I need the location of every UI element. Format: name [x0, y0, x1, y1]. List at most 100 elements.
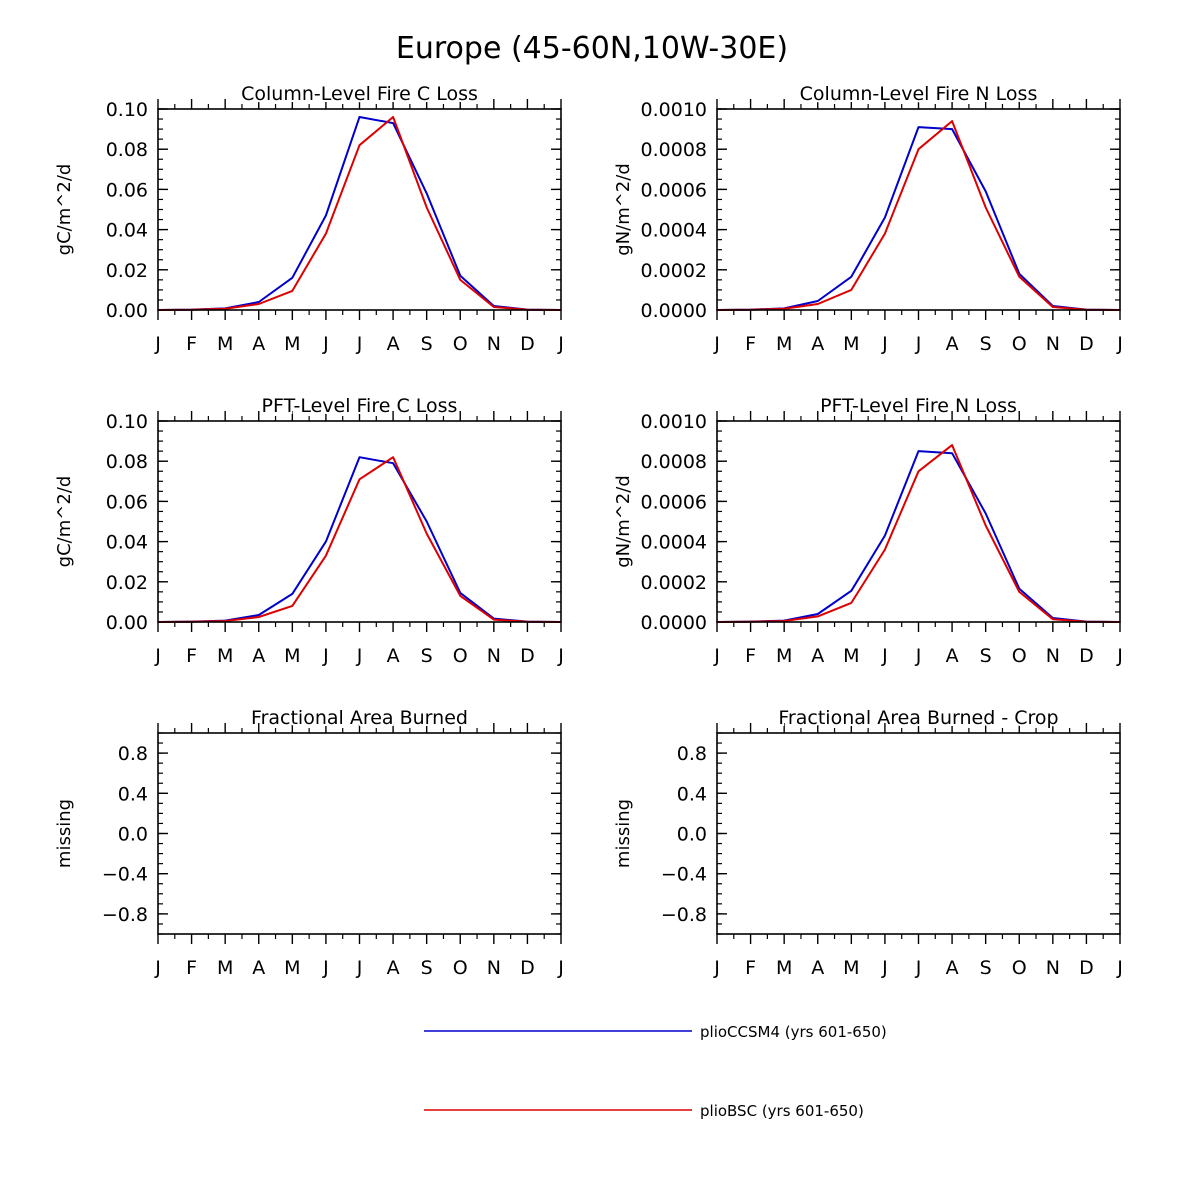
series-line: [157, 116, 562, 311]
x-tick-label: M: [217, 333, 233, 355]
x-tick-label: J: [713, 333, 720, 355]
x-tick-label: J: [1116, 333, 1123, 355]
x-tick-label: N: [487, 333, 501, 355]
y-tick-label: −0.8: [102, 904, 148, 926]
x-tick-label: J: [713, 957, 720, 979]
x-tick-label: M: [284, 645, 300, 667]
legend-label: plioCCSM4 (yrs 601-650): [700, 1023, 887, 1041]
x-tick-label: J: [557, 957, 564, 979]
x-tick-label: F: [186, 333, 197, 355]
y-tick-label: 0.00: [106, 612, 148, 634]
y-tick-label: 0.0002: [641, 260, 707, 282]
panel-title: Fractional Area Burned - Crop: [778, 707, 1058, 729]
x-tick-label: M: [284, 333, 300, 355]
x-tick-label: O: [1012, 645, 1027, 667]
plot-frame: [716, 420, 1121, 623]
panel-title: Fractional Area Burned: [251, 707, 468, 729]
series-line: [716, 450, 1121, 623]
x-tick-label: S: [421, 957, 433, 979]
chart-panel: J F M A M J J A S O N D J0.00000.00020.00040.00060.0…: [613, 393, 1123, 667]
x-tick-label: F: [745, 333, 756, 355]
x-tick-label: J: [713, 645, 720, 667]
y-tick-label: 0.0002: [641, 572, 707, 594]
y-tick-label: 0.06: [106, 179, 148, 201]
plot-frame: [157, 420, 562, 623]
y-tick-label: 0.02: [106, 572, 148, 594]
x-tick-label: J: [881, 333, 888, 355]
x-tick-label: J: [154, 645, 161, 667]
x-tick-label: J: [322, 333, 329, 355]
x-tick-label: A: [811, 957, 824, 979]
y-tick-label: 0.02: [106, 260, 148, 282]
plot-frame: [157, 108, 562, 311]
x-tick-label: O: [1012, 957, 1027, 979]
x-tick-label: A: [946, 957, 959, 979]
plot-frame: [716, 732, 1121, 935]
y-axis-label: missing: [54, 799, 75, 868]
x-tick-label: D: [520, 645, 535, 667]
y-tick-label: 0.04: [106, 220, 148, 242]
legend: plioCCSM4 (yrs 601-650) plioBSC (yrs 601-…: [424, 1023, 887, 1120]
x-tick-label: D: [1079, 645, 1094, 667]
x-tick-label: J: [154, 333, 161, 355]
y-tick-label: 0.4: [118, 783, 148, 805]
x-tick-label: M: [843, 957, 859, 979]
x-tick-label: S: [421, 645, 433, 667]
x-tick-label: O: [453, 957, 468, 979]
x-tick-label: A: [252, 645, 265, 667]
x-tick-label: D: [1079, 957, 1094, 979]
x-tick-label: F: [186, 645, 197, 667]
figure-title: Europe (45-60N,10W-30E): [396, 31, 788, 66]
y-tick-label: 0.0006: [641, 179, 707, 201]
series-line: [716, 126, 1121, 311]
x-tick-label: A: [252, 333, 265, 355]
y-tick-label: 0.10: [106, 411, 148, 433]
x-tick-label: J: [881, 957, 888, 979]
x-tick-label: N: [1046, 645, 1060, 667]
x-tick-label: M: [217, 957, 233, 979]
x-tick-label: J: [356, 333, 363, 355]
x-tick-label: D: [520, 957, 535, 979]
y-tick-label: 0.0008: [641, 451, 707, 473]
panels: J F M A M J J A S O N D J0.000.020.040.060.080.10gC/…: [54, 81, 1123, 979]
x-tick-label: D: [520, 333, 535, 355]
y-tick-label: 0.0006: [641, 491, 707, 513]
y-tick-label: 0.0010: [641, 411, 707, 433]
chart-panel: J F M A M J J A S O N D J0.000.020.040.060.080.10gC/…: [54, 393, 564, 667]
x-tick-label: N: [487, 645, 501, 667]
chart-panel: J F M A M J J A S O N D J0.00000.00020.00040.00060.0…: [613, 81, 1123, 355]
y-tick-label: −0.4: [661, 864, 707, 886]
y-axis-label: missing: [613, 799, 634, 868]
x-tick-label: A: [387, 957, 400, 979]
x-tick-label: S: [980, 957, 992, 979]
y-tick-label: 0.0: [677, 824, 707, 846]
legend-label: plioBSC (yrs 601-650): [700, 1102, 864, 1120]
y-tick-label: 0.8: [677, 743, 707, 765]
x-tick-label: A: [387, 645, 400, 667]
y-axis-label: gN/m^2/d: [613, 475, 634, 568]
y-tick-label: 0.0000: [641, 300, 707, 322]
x-tick-label: N: [487, 957, 501, 979]
chart-panel: J F M A M J J A S O N D J0.000.020.040.060.080.10gC/…: [54, 81, 564, 355]
x-tick-label: S: [980, 645, 992, 667]
plot-frame: [716, 108, 1121, 311]
y-tick-label: 0.0004: [641, 220, 707, 242]
y-axis-label: gC/m^2/d: [54, 164, 75, 256]
panel-title: PFT-Level Fire C Loss: [262, 395, 458, 417]
x-tick-label: M: [843, 333, 859, 355]
x-tick-label: J: [1116, 645, 1123, 667]
y-tick-label: 0.0000: [641, 612, 707, 634]
x-tick-label: D: [1079, 333, 1094, 355]
x-tick-label: J: [881, 645, 888, 667]
y-tick-label: 0.0: [118, 824, 148, 846]
x-tick-label: N: [1046, 957, 1060, 979]
x-tick-label: J: [154, 957, 161, 979]
x-tick-label: M: [776, 957, 792, 979]
chart-panel: J F M A M J J A S O N D J−0.8−0.40.00.40.8missingFra…: [54, 705, 564, 979]
y-tick-label: 0.0010: [641, 99, 707, 121]
x-tick-label: J: [1116, 957, 1123, 979]
series-line: [716, 444, 1121, 623]
y-tick-label: 0.00: [106, 300, 148, 322]
